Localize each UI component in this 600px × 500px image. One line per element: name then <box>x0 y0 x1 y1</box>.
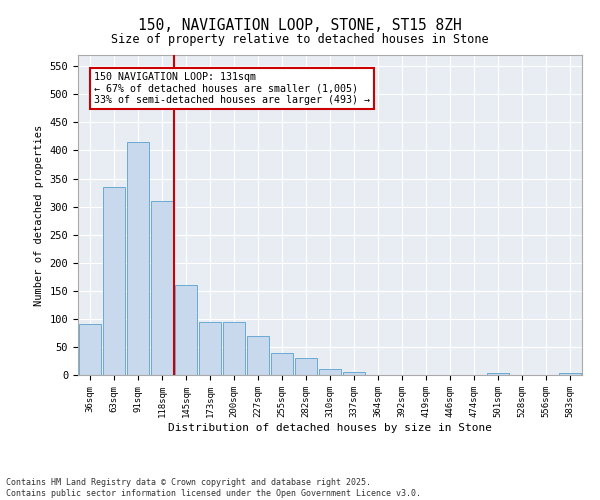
Bar <box>103 187 125 375</box>
Bar <box>223 322 245 375</box>
Text: Contains HM Land Registry data © Crown copyright and database right 2025.
Contai: Contains HM Land Registry data © Crown c… <box>6 478 421 498</box>
Bar <box>343 372 365 375</box>
X-axis label: Distribution of detached houses by size in Stone: Distribution of detached houses by size … <box>168 422 492 432</box>
Y-axis label: Number of detached properties: Number of detached properties <box>34 124 44 306</box>
Bar <box>247 336 269 375</box>
Bar <box>151 201 173 375</box>
Bar <box>127 142 149 375</box>
Text: 150, NAVIGATION LOOP, STONE, ST15 8ZH: 150, NAVIGATION LOOP, STONE, ST15 8ZH <box>138 18 462 32</box>
Text: 150 NAVIGATION LOOP: 131sqm
← 67% of detached houses are smaller (1,005)
33% of : 150 NAVIGATION LOOP: 131sqm ← 67% of det… <box>94 72 370 105</box>
Text: Size of property relative to detached houses in Stone: Size of property relative to detached ho… <box>111 32 489 46</box>
Bar <box>175 285 197 375</box>
Bar <box>487 374 509 375</box>
Bar <box>559 374 581 375</box>
Bar <box>319 370 341 375</box>
Bar <box>295 358 317 375</box>
Bar <box>271 352 293 375</box>
Bar <box>79 324 101 375</box>
Bar <box>199 322 221 375</box>
